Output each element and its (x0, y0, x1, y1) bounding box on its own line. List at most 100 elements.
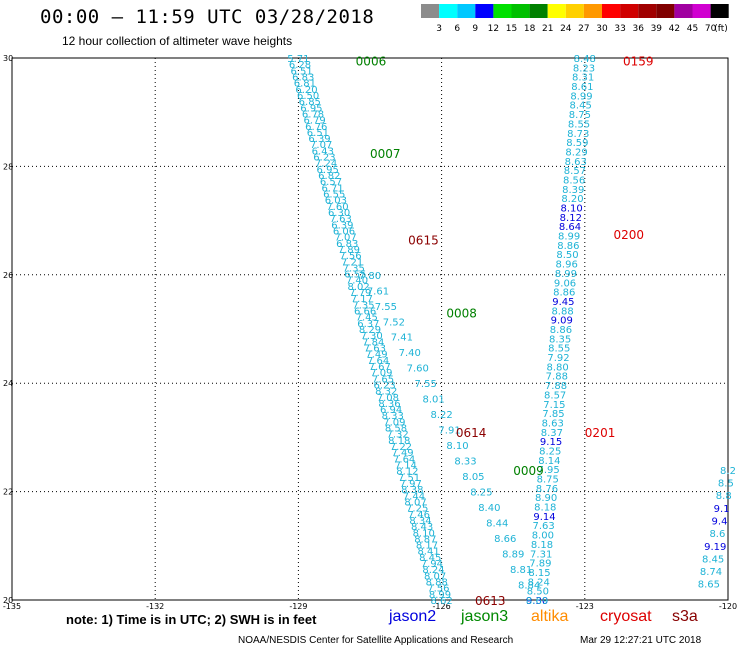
swh-value: 9.15 (540, 437, 562, 448)
swh-value: 7.80 (359, 271, 381, 282)
swh-value: 8.15 (528, 568, 550, 579)
scale-tick-label: 27 (578, 24, 589, 34)
swh-value: 7.49 (391, 448, 413, 459)
swh-value: 7.40 (346, 276, 368, 287)
swh-value: 7.88 (545, 381, 567, 392)
swh-value: 8.80 (547, 362, 569, 373)
swh-value: 8.96 (556, 260, 578, 271)
scale-swatch (547, 4, 566, 18)
swh-value: 7.45 (356, 313, 378, 324)
swh-value: 9.09 (551, 316, 573, 327)
swh-value: 7.64 (367, 356, 389, 367)
swh-value: 6.39 (331, 220, 353, 231)
swh-value: 8.24 (528, 577, 550, 588)
scale-swatch (565, 4, 584, 18)
scale-swatch (602, 4, 621, 18)
swh-value: 6.37 (357, 319, 379, 330)
swh-value: 7.21 (341, 257, 363, 268)
latitude-label: 20 (3, 596, 13, 605)
swh-value: 8.33 (454, 457, 476, 468)
map-title: 00:00 – 11:59 UTC 03/28/2018 (40, 6, 375, 28)
swh-value: 8.2 (720, 466, 736, 477)
swh-value: 8.48 (574, 54, 596, 65)
swh-value: 7.14 (395, 461, 417, 472)
scale-swatch (493, 4, 512, 18)
scale-tick-label: 18 (524, 24, 536, 34)
swh-value: 5.71 (287, 54, 309, 65)
swh-value: 9.45 (552, 297, 574, 308)
swh-value: 8.45 (419, 553, 441, 564)
swh-value: 8.75 (537, 475, 559, 486)
swh-value: 7.56 (339, 251, 361, 262)
swh-value: 8.5 (718, 479, 734, 490)
swh-value: 8.38 (401, 485, 423, 496)
swh-value: 7.49 (365, 350, 387, 361)
footer-note: note: 1) Time is in UTC; 2) SWH is in fe… (66, 612, 317, 627)
swh-value: 8.66 (494, 534, 516, 545)
swh-value: 7.64 (393, 454, 415, 465)
swh-value: 6.55 (344, 270, 366, 281)
swh-value: 9.14 (533, 512, 555, 523)
scale-tick-label: 9 (472, 24, 478, 34)
swh-value: 8.12 (560, 213, 582, 224)
swh-value: 7.89 (529, 559, 551, 570)
swh-value: 8.55 (568, 119, 590, 130)
swh-value: 7.17 (351, 294, 373, 305)
swh-value: 7.63 (364, 343, 386, 354)
swh-value: 6.83 (292, 72, 314, 83)
swh-value: 8.75 (569, 110, 591, 121)
swh-value: 8.84 (518, 581, 540, 592)
swh-value: 8.86 (553, 288, 575, 299)
swh-value: 7.51 (398, 473, 420, 484)
swh-value: 8.12 (396, 467, 418, 478)
swh-value: 9.4 (712, 517, 728, 528)
swh-value: 7.56 (427, 584, 449, 595)
swh-value: 8.29 (565, 147, 587, 158)
swh-value: 7.85 (542, 409, 564, 420)
swh-value: 6.23 (313, 153, 335, 164)
swh-value: 8.41 (417, 547, 439, 558)
swh-value: 8.81 (510, 565, 532, 576)
scale-tick-label: 6 (454, 24, 460, 34)
swh-value: 8.99 (570, 91, 592, 102)
swh-value: 8.6 (709, 529, 725, 540)
swh-value: 8.63 (542, 418, 564, 429)
map-subtitle: 12 hour collection of altimeter wave hei… (62, 34, 293, 48)
legend-s3a: s3a (672, 608, 698, 625)
swh-value: 8.00 (532, 531, 554, 542)
swh-value: 8.63 (565, 157, 587, 168)
pass-time-label: 0201 (585, 426, 616, 440)
swh-value: 6.55 (323, 190, 345, 201)
scale-swatch (439, 4, 458, 18)
swh-value: 8.07 (404, 497, 426, 508)
swh-value: 7.94 (421, 559, 443, 570)
swh-value: 8.50 (527, 587, 549, 598)
swh-value: 9.1 (714, 504, 730, 515)
scale-swatch (674, 4, 693, 18)
swh-value: 8.45 (702, 554, 724, 565)
scale-swatch (620, 4, 639, 18)
swh-value: 8.22 (430, 410, 452, 421)
swh-value: 8.76 (536, 484, 558, 495)
scale-swatch (638, 4, 657, 18)
swh-value: 7.09 (383, 417, 405, 428)
swh-value: 8.65 (698, 580, 720, 591)
swh-value: 8.61 (571, 82, 593, 93)
scale-swatch (421, 4, 440, 18)
scale-swatch (710, 4, 729, 18)
longitude-label: -132 (146, 602, 164, 610)
scale-tick-label: 33 (614, 24, 625, 34)
altimeter-passes: 5.716.286.516.836.816.206.506.856.956.78… (287, 54, 736, 607)
swh-value: 8.62 (430, 596, 452, 607)
swh-value: 6.30 (328, 208, 350, 219)
swh-value: 7.09 (370, 368, 392, 379)
scale-swatch (583, 4, 602, 18)
swh-value: 9.30 (526, 596, 548, 607)
swh-value: 7.44 (403, 491, 425, 502)
swh-value: 7.40 (399, 348, 421, 359)
swh-value: 6.39 (308, 134, 330, 145)
swh-value: 8.39 (562, 185, 584, 196)
swh-value: 8.88 (551, 306, 573, 317)
swh-value: 7.92 (547, 353, 569, 364)
swh-value: 8.20 (561, 194, 583, 205)
